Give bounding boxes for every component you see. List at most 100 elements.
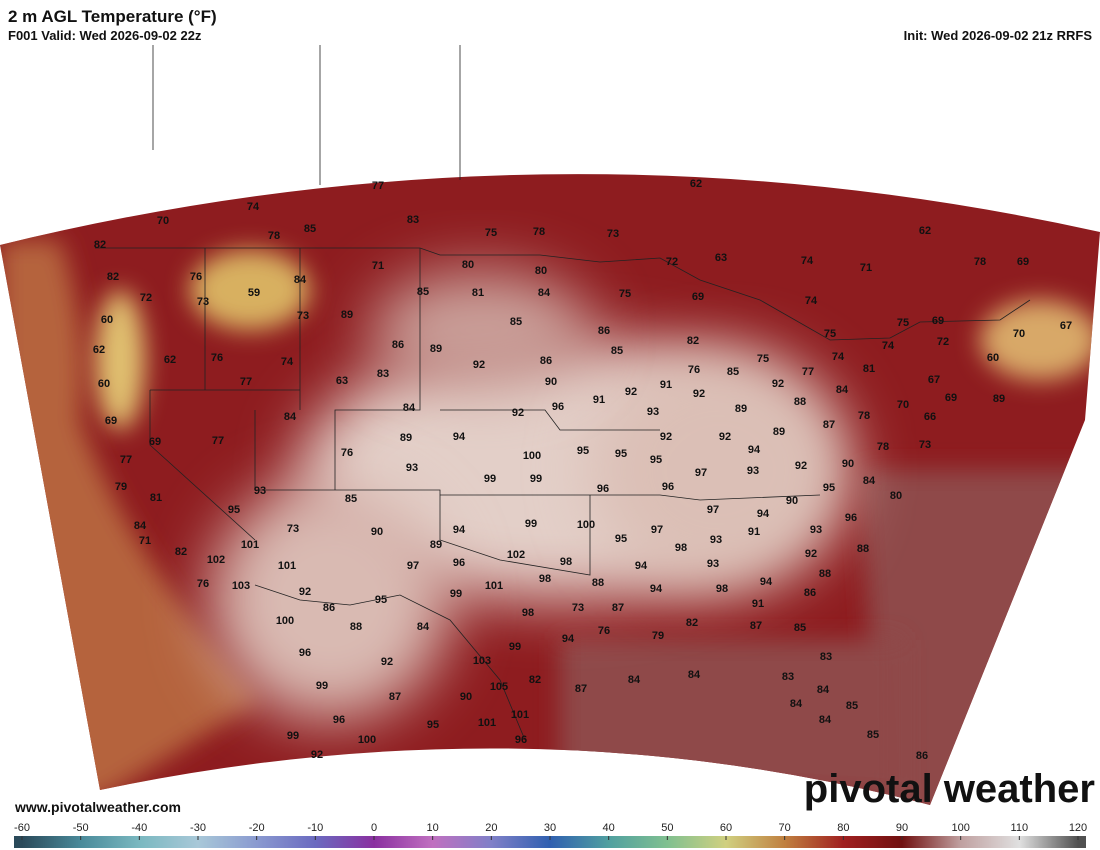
station-value: 76 [341,447,353,459]
station-value: 59 [248,287,260,299]
station-value: 88 [794,396,806,408]
station-value: 86 [540,355,552,367]
station-value: 94 [562,633,575,645]
station-value: 75 [485,227,497,239]
station-value: 92 [512,407,524,419]
colorbar-scale [1078,836,1086,848]
station-value: 98 [560,556,572,568]
station-value: 101 [278,560,296,572]
station-value: 82 [529,674,541,686]
station-value: 91 [748,526,760,538]
website: www.pivotalweather.com [14,799,181,815]
station-value: 83 [782,671,794,683]
station-value: 103 [232,580,250,592]
station-value: 94 [748,444,761,456]
station-value: 99 [316,680,328,692]
station-value: 91 [660,379,672,391]
station-value: 74 [805,295,818,307]
station-value: 97 [707,504,719,516]
station-value: 93 [810,524,822,536]
station-value: 78 [533,226,545,238]
station-value: 73 [287,523,299,535]
station-value: 105 [490,681,508,693]
station-value: 92 [795,460,807,472]
colorbar-tick-label: 10 [427,822,439,834]
station-value: 88 [819,568,831,580]
station-value: 101 [478,717,496,729]
station-value: 90 [371,526,383,538]
station-value: 81 [472,287,484,299]
station-value: 87 [750,620,762,632]
station-value: 86 [804,587,816,599]
station-value: 93 [747,465,759,477]
station-value: 76 [197,578,209,590]
station-value: 92 [772,378,784,390]
colorbar-tick-label: -50 [73,822,89,834]
station-value: 83 [820,651,832,663]
station-value: 93 [647,406,659,418]
station-value: 63 [336,375,348,387]
station-value: 88 [592,577,604,589]
station-value: 74 [281,356,294,368]
station-value: 82 [686,617,698,629]
station-value: 95 [427,719,439,731]
station-value: 66 [924,411,936,423]
station-value: 96 [845,512,857,524]
station-value: 95 [615,448,627,460]
watermark: pivotal weather [804,767,1095,811]
station-value: 99 [530,473,542,485]
station-value: 94 [453,431,466,443]
station-value: 71 [372,260,384,272]
station-value: 92 [805,548,817,560]
station-value: 96 [453,557,465,569]
station-value: 96 [552,401,564,413]
station-value: 81 [863,363,875,375]
station-value: 103 [473,655,491,667]
station-value: 60 [98,378,110,390]
station-value: 85 [345,493,357,505]
station-value: 96 [333,714,345,726]
station-value: 73 [919,439,931,451]
colorbar-tick-label: 90 [896,822,908,834]
station-value: 100 [523,450,541,462]
colorbar-tick-label: 40 [603,822,615,834]
station-value: 62 [690,178,702,190]
station-value: 90 [460,691,472,703]
station-value: 85 [417,286,429,298]
station-value: 74 [801,255,814,267]
station-value: 94 [635,560,648,572]
station-value: 95 [650,454,662,466]
station-value: 77 [240,376,252,388]
colorbar-tick-label: 110 [1011,822,1029,834]
station-value: 95 [577,445,589,457]
station-value: 80 [462,259,474,271]
station-value: 70 [157,215,169,227]
station-value: 84 [819,714,832,726]
station-value: 81 [150,492,162,504]
station-value: 84 [863,475,876,487]
station-value: 84 [817,684,830,696]
station-value: 93 [707,558,719,570]
station-value: 97 [407,560,419,572]
station-value: 71 [860,262,872,274]
station-value: 92 [311,749,323,761]
station-value: 99 [525,518,537,530]
valid-time: F001 Valid: Wed 2026-09-02 22z [8,28,202,43]
station-value: 77 [120,454,132,466]
station-value: 76 [190,271,202,283]
station-value: 85 [794,622,806,634]
station-value: 69 [932,315,944,327]
station-value: 93 [406,462,418,474]
colorbar-tick-label: 120 [1069,822,1087,834]
station-value: 92 [693,388,705,400]
station-value: 63 [715,252,727,264]
station-value: 87 [612,602,624,614]
station-value: 80 [535,265,547,277]
station-value: 69 [105,415,117,427]
colorbar-tick-label: -10 [307,822,323,834]
station-value: 90 [786,495,798,507]
colorbar-tick-label: -40 [131,822,147,834]
station-value: 100 [276,615,294,627]
station-value: 69 [945,392,957,404]
